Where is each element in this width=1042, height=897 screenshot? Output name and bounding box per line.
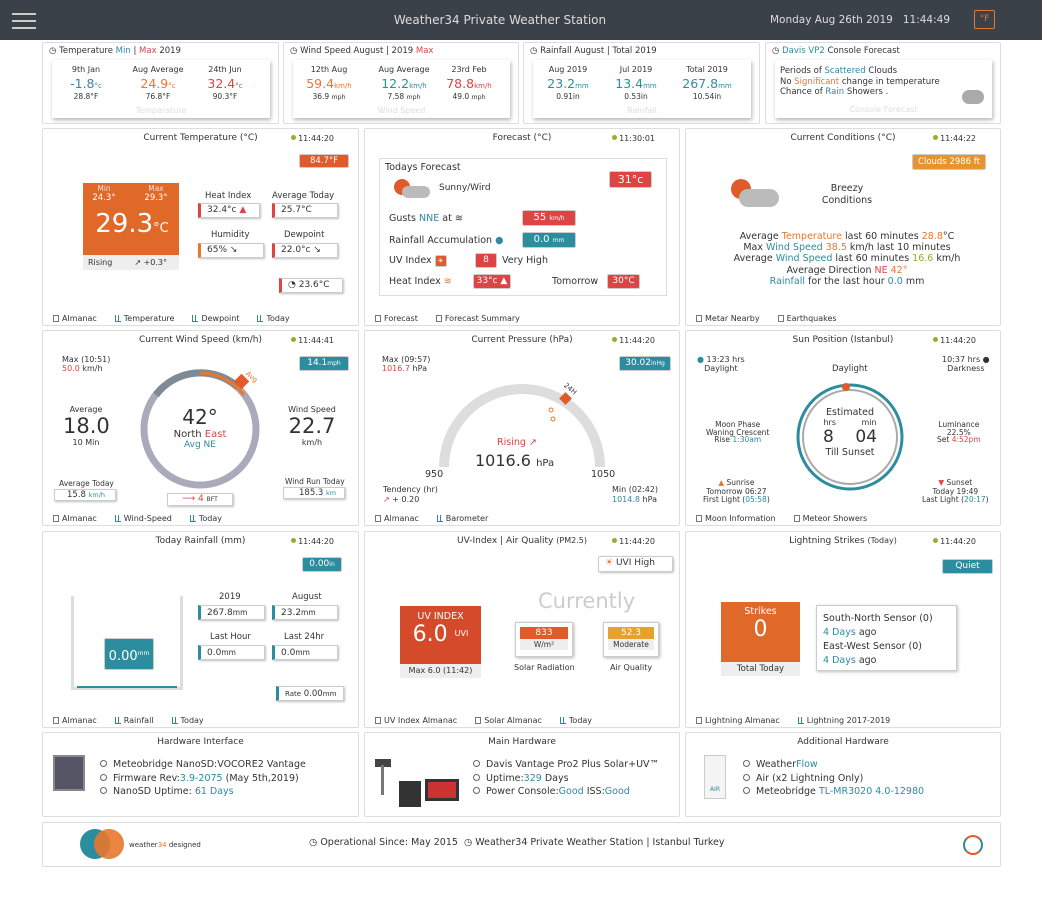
conditions-links: Metar Nearby Earthquakes	[696, 314, 855, 323]
uv-air-quality-panel: UV-Index | Air Quality (PM2.5) 11:44:20 …	[364, 531, 680, 728]
cloudbase-badge: Clouds 2986 ft	[912, 154, 986, 170]
forecast-box: Todays Forecast Sunny/Wird 31°c Gusts NN…	[379, 158, 667, 296]
lightning-links: Lightning Almanac Lightning 2017-2019	[696, 716, 908, 725]
current-conditions-panel: Current Conditions (°C) 11:44:22 Clouds …	[685, 128, 1001, 326]
sun-icon: ☀	[605, 558, 614, 568]
current-temperature-panel: Current Temperature (°C) 11:44:20 84.7°F…	[42, 128, 359, 326]
sunset-icon: ▼	[938, 478, 945, 487]
clock-icon: ◷	[772, 46, 780, 56]
pressure-links: Almanac Barometer	[375, 514, 506, 523]
top-bar: Weather34 Private Weather Station Monday…	[0, 0, 1042, 40]
trend-up-icon: ↗	[383, 495, 390, 504]
air-sensor-icon: AIR	[704, 755, 726, 799]
warning-icon: ▲	[500, 276, 508, 286]
forecast-links: Forecast Forecast Summary	[375, 314, 538, 323]
raindrop-icon: ●	[495, 235, 504, 246]
menu-icon[interactable]	[12, 13, 36, 29]
conditions-summary: Average Temperature last 60 minutes 28.8…	[733, 231, 961, 287]
rain-cloud-icon	[962, 90, 984, 104]
beaufort-value: ⟶ 4 BFT	[167, 493, 233, 506]
sun-cloud-wind-icon	[731, 177, 779, 209]
footer: weather34 designed ◷ Operational Since: …	[42, 822, 1001, 867]
solar-radiation-tile: 833 W/m²	[515, 622, 573, 657]
temp-min-col: 9th Jan -1.8°c 28.8°F	[70, 65, 102, 101]
sun-icon: ☀	[434, 255, 447, 267]
heat-index-value: 32.4°c ▲	[198, 203, 260, 218]
sun-links: Moon Information Meteor Showers	[696, 514, 885, 523]
wind-links: Almanac Wind-Speed Today	[53, 514, 240, 523]
temp-links: Almanac Temperature Dewpoint Today	[53, 314, 308, 323]
refresh-icon[interactable]	[963, 835, 983, 855]
warning-icon: ▲	[239, 205, 247, 215]
fc-heat-index: 33°c ▲	[473, 274, 511, 289]
wind-arrow-icon: ⟶	[182, 494, 196, 504]
clock-icon: ◷	[530, 46, 538, 56]
wind-direction-readout: 42° North East Avg NE	[173, 405, 227, 450]
wind-month-card: ◷ Wind Speed August | 2019 Max 12th Aug 5…	[283, 42, 519, 124]
trend-down-icon: ↘	[229, 245, 238, 255]
thermometer-icon: ◔	[288, 280, 296, 290]
console-forecast-card: ◷ Davis VP2 Console Forecast Periods of …	[765, 42, 1001, 124]
air-quality-tile: 52.3 Moderate	[603, 622, 659, 657]
clock-icon: ◷	[49, 46, 57, 56]
heat-icon: ≋	[443, 276, 452, 287]
temp-max-col: 24th Jun 32.4°c 90.3°F	[207, 65, 243, 101]
temp-avg-col: Aug Average 24.9°c 76.8°F	[132, 65, 184, 101]
lightning-panel: Lightning Strikes (Today) 11:44:20 Quiet…	[685, 531, 1001, 728]
sun-position-panel: Sun Position (Istanbul) 11:44:20 ● 13:23…	[685, 330, 1001, 526]
rain-month-card: ◷ Rainfall August | Total 2019 Aug 2019 2…	[523, 42, 760, 124]
main-hardware-panel: Main Hardware Davis Vantage Pro2 Plus So…	[364, 732, 680, 817]
trend-up-icon: ↗	[134, 258, 142, 267]
rain-links: Almanac Rainfall Today	[53, 716, 222, 725]
humidity-value: 65% ↘	[198, 243, 264, 258]
strikes-tile: Strikes 0	[721, 602, 800, 662]
uv-links: UV Index Almanac Solar Almanac Today	[375, 716, 610, 725]
temp-f-badge: 84.7°F	[299, 154, 349, 168]
lightning-sensors: South-North Sensor (0) 4 Days ago East-W…	[816, 605, 957, 671]
feels-like-value: ◔ 23.6°C	[279, 278, 343, 293]
clock-icon: ◷	[309, 837, 318, 848]
sunrise-icon: ▲	[718, 478, 725, 487]
today-rainfall-panel: Today Rainfall (mm) 11:44:20 0.00in 0.00…	[42, 531, 359, 728]
sun-cloud-icon	[394, 177, 430, 201]
forecast-panel: Forecast (°C) 11:30:01 Todays Forecast S…	[364, 128, 680, 326]
current-wind-panel: Current Wind Speed (km/h) 11:44:41 14.1m…	[42, 330, 359, 526]
trend-up-icon: ↗	[528, 437, 537, 448]
weather34-logo	[80, 829, 124, 859]
date-time: Monday Aug 26th 2019 11:44:49	[770, 14, 951, 26]
sun-dial	[796, 383, 904, 491]
additional-hardware-panel: Additional Hardware AIR WeatherFlow Air (…	[685, 732, 1001, 817]
temp-minmax-card: ◷ Temperature Min | Max 2019 9th Jan -1.8…	[42, 42, 279, 124]
uv-index-tile: UV INDEX 6.0 UVI	[400, 606, 481, 664]
circuit-board-icon	[53, 755, 85, 791]
rain-gauge-value: 0.00mm	[104, 638, 154, 670]
current-pressure-panel: Current Pressure (hPa) 11:44:20 30.02inH…	[364, 330, 680, 526]
temp-main-tile: Min 24.3° Max 29.3° 29.3°C	[83, 183, 179, 255]
temp-trend-bar: Rising ↗ +0.3°	[83, 255, 179, 270]
unit-toggle-button[interactable]: °F	[974, 10, 995, 29]
trend-down-icon: ↘	[313, 245, 321, 255]
wind-icon: ≋	[454, 213, 463, 224]
station-title: Weather34 Private Weather Station	[393, 13, 607, 27]
wind-compass	[140, 369, 260, 489]
dewpoint-value: 22.0°c ↘	[272, 243, 338, 258]
weather-station-icon	[373, 755, 461, 811]
clock-icon: ◷	[463, 837, 473, 848]
clock-icon: ◷	[290, 46, 298, 56]
pressure-gauge	[439, 384, 605, 468]
hardware-interface-panel: Hardware Interface Meteobridge NanoSD:VO…	[42, 732, 359, 817]
sunset-countdown: Estimated hrs min 8 04 Till Sunset	[822, 407, 878, 458]
